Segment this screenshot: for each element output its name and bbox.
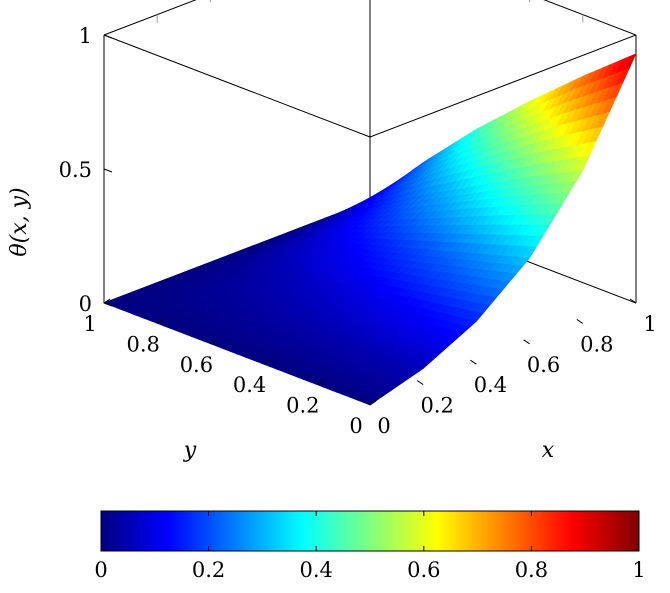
colorbar: 0 0.2 0.4 0.6 0.8 1 xyxy=(94,510,646,582)
colorbar-ticks: 0 0.2 0.4 0.6 0.8 1 xyxy=(94,511,646,582)
x-tick-label: 0 xyxy=(377,414,390,438)
y-tick-label: 0.8 xyxy=(126,332,159,356)
z-tick-mark xyxy=(103,168,113,173)
y-tick-mark xyxy=(369,400,377,406)
x-tick-label: 0.4 xyxy=(474,373,507,397)
y-tick-mark xyxy=(103,298,111,304)
x-tick-label: 0.6 xyxy=(527,353,560,377)
colorbar-tick-label: 0.4 xyxy=(299,558,332,582)
x-tick-label: 0.2 xyxy=(420,394,453,418)
x-tick-mark xyxy=(576,318,584,324)
surface-plot xyxy=(103,53,637,406)
colorbar-tick-label: 0 xyxy=(94,558,107,582)
front-top-edge-x xyxy=(369,34,637,138)
x-tick-label: 1 xyxy=(643,312,656,336)
z-tick-label: 0.5 xyxy=(59,158,92,182)
z-tick-mark xyxy=(103,302,113,307)
front-top-edge-y xyxy=(103,34,371,138)
colorbar-tick-label: 0.8 xyxy=(515,558,548,582)
y-tick-mark xyxy=(210,339,217,345)
x-tick-mark xyxy=(363,400,371,406)
y-tick-mark xyxy=(316,380,324,386)
z-tick-label: 0 xyxy=(79,292,92,316)
colorbar-tick-label: 0.6 xyxy=(407,558,440,582)
colorbar-gradient xyxy=(100,510,640,552)
y-tick-mark xyxy=(156,318,164,324)
x-tick-mark xyxy=(629,298,637,304)
y-tick-mark xyxy=(263,359,270,365)
x-tick-mark xyxy=(523,339,530,345)
y-axis-label: y xyxy=(183,438,197,463)
y-tick-label: 0.6 xyxy=(180,353,213,377)
z-tick-mark xyxy=(103,34,113,39)
x-tick-label: 0.8 xyxy=(580,332,613,356)
y-tick-label: 0 xyxy=(349,414,362,438)
z-axis-label: θ(x, y) xyxy=(7,187,32,256)
x-axis-label: x xyxy=(542,438,555,463)
z-tick-label: 1 xyxy=(79,24,92,48)
axis-box-front xyxy=(103,34,637,146)
colorbar-tick-label: 0.2 xyxy=(192,558,225,582)
x-tick-mark xyxy=(416,380,424,386)
y-tick-label: 0.2 xyxy=(286,394,319,418)
y-tick-label: 1 xyxy=(83,312,96,336)
y-tick-label: 0.4 xyxy=(233,373,266,397)
back-top-edge-x xyxy=(103,0,197,36)
back-top-edge-y xyxy=(543,0,637,36)
colorbar-tick-label: 1 xyxy=(632,558,645,582)
x-tick-mark xyxy=(470,359,477,365)
